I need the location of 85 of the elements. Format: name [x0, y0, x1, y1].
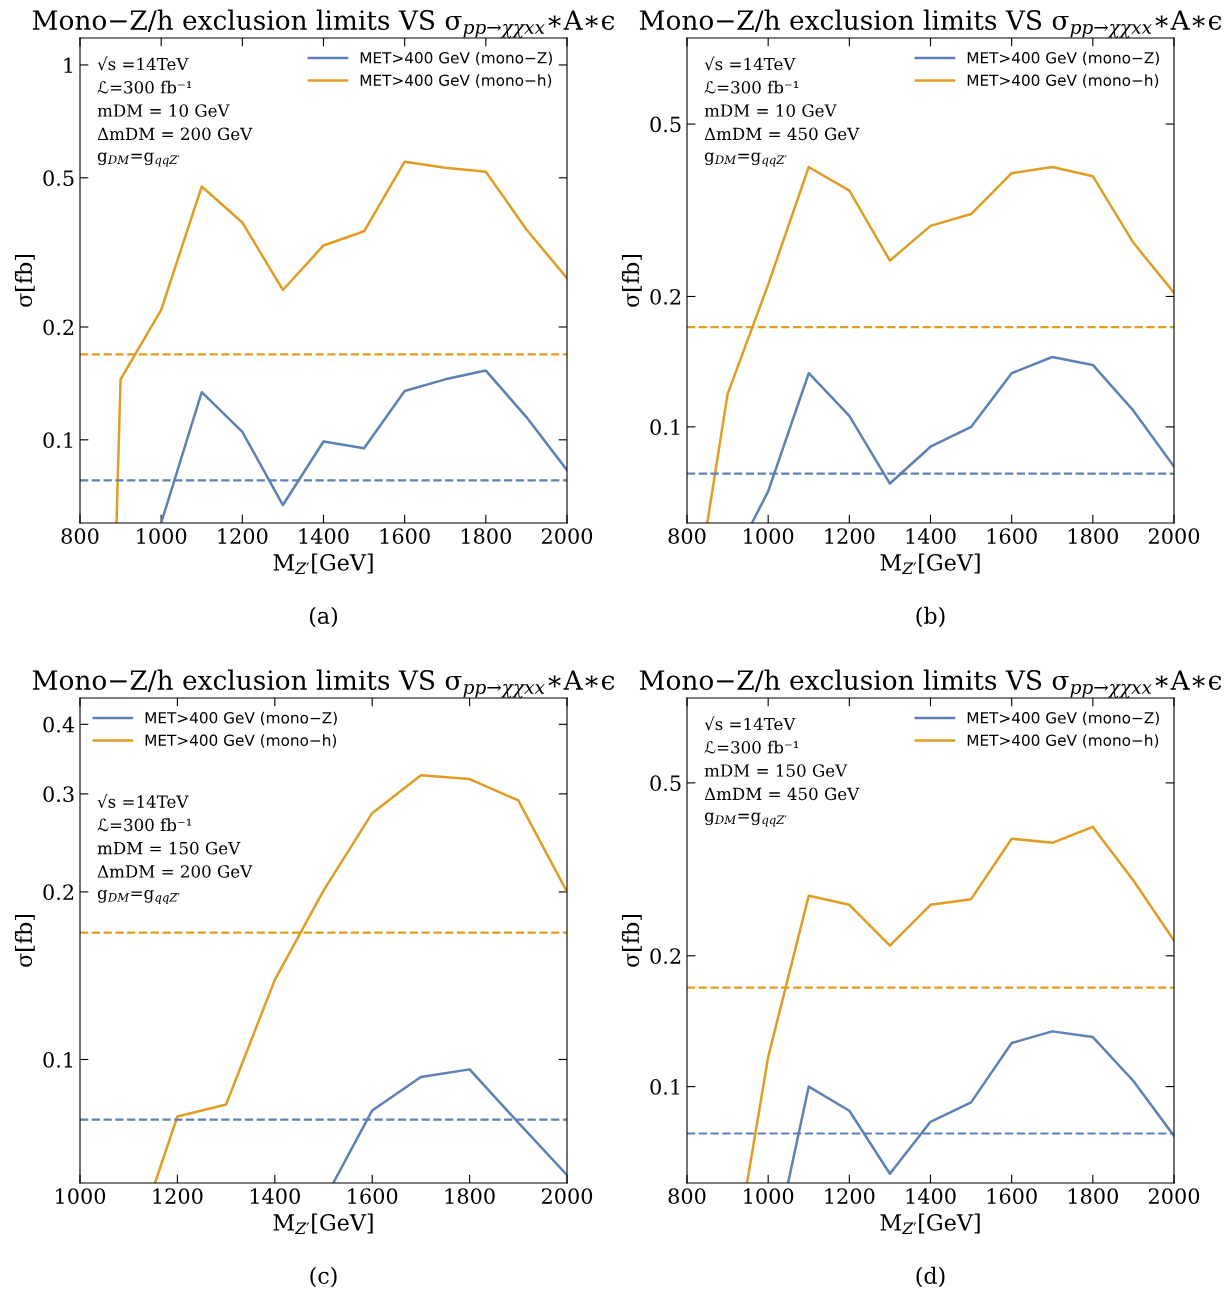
x-axis-title: M$_{Z′}$[GeV]	[273, 553, 373, 574]
annotation: ℒ=300 fb⁻¹	[704, 80, 799, 94]
x-tick-label: 2000	[1148, 1188, 1200, 1204]
y-axis-title: σ[fb]	[14, 254, 35, 307]
x-tick-label: 1400	[250, 1188, 300, 1204]
x-tick-label: 1000	[56, 1188, 106, 1204]
annotation: √s =14TeV	[97, 794, 189, 808]
chart-title: Mono−Z/h exclusion limits VS σ$_{pp→χχxx}$∗A∗ϵ	[639, 9, 1222, 38]
x-tick-label: 1200	[153, 1188, 203, 1204]
legend-label: MET>400 GeV (mono−Z)	[360, 51, 552, 66]
annotation: √s =14TeV	[97, 56, 189, 71]
x-tick-label: 1400	[299, 528, 349, 544]
y-tick-label: 1	[64, 57, 73, 73]
annotation: g$_{DM}$=g$_{qqZ′}$	[97, 890, 180, 904]
x-tick-label: 1600	[987, 1188, 1037, 1204]
text: (c)	[310, 1266, 337, 1288]
y-tick-label: 0.5	[43, 170, 74, 187]
x-tick-label: 800	[668, 528, 706, 544]
x-tick-label: 1400	[906, 528, 956, 544]
x-tick-label: 1200	[825, 528, 875, 544]
y-tick-label: 0.4	[43, 716, 75, 733]
y-tick-label: 0.2	[650, 948, 681, 965]
x-tick-label: 1200	[218, 528, 268, 544]
annotation: ℒ=300 fb⁻¹	[97, 818, 192, 832]
x-tick-label: 1800	[445, 1188, 495, 1204]
x-axis-title: M$_{Z′}$[GeV]	[880, 553, 980, 574]
legend-label: MET>400 GeV (mono−h)	[145, 734, 337, 748]
annotation: mDM = 10 GeV	[97, 104, 230, 117]
annotation: ℒ=300 fb⁻¹	[97, 80, 192, 94]
x-tick-label: 1600	[348, 1188, 398, 1204]
annotation: ℒ=300 fb⁻¹	[704, 740, 799, 754]
chart-title: Mono−Z/h exclusion limits VS σ$_{pp→χχxx}$∗A∗ϵ	[639, 669, 1222, 698]
x-tick-label: 2000	[1148, 528, 1200, 544]
legend-label: MET>400 GeV (mono−Z)	[967, 711, 1159, 726]
annotation: g$_{DM}$=g$_{qqZ′}$	[97, 152, 180, 167]
y-tick-label: 0.1	[650, 419, 680, 436]
text: (d)	[916, 1266, 945, 1288]
y-tick-label: 0.2	[43, 319, 74, 336]
y-tick-label: 0.5	[650, 116, 681, 133]
annotation: ΔmDM = 450 GeV	[704, 787, 860, 801]
x-tick-label: 2000	[541, 1188, 593, 1204]
chart-title: Mono−Z/h exclusion limits VS σ$_{pp→χχxx}$∗A∗ϵ	[32, 669, 615, 698]
x-tick-label: 1600	[987, 528, 1037, 544]
annotation: mDM = 10 GeV	[704, 104, 837, 117]
x-axis-title: M$_{Z′}$[GeV]	[273, 1213, 373, 1234]
y-tick-label: 0.1	[650, 1079, 680, 1095]
x-tick-label: 1000	[744, 528, 794, 544]
annotation: ΔmDM = 200 GeV	[97, 865, 253, 878]
legend-label: MET>400 GeV (mono−h)	[360, 74, 552, 88]
x-tick-label: 1800	[461, 528, 511, 544]
y-tick-label: 0.1	[43, 1051, 73, 1068]
text: (b)	[916, 606, 945, 628]
annotation: g$_{DM}$=g$_{qqZ′}$	[704, 152, 787, 167]
y-tick-label: 0.1	[43, 432, 73, 449]
annotation: ΔmDM = 450 GeV	[704, 127, 860, 141]
legend-label: MET>400 GeV (mono−Z)	[145, 711, 337, 726]
annotation: √s =14TeV	[704, 716, 796, 731]
text: (a)	[309, 606, 338, 628]
x-tick-label: 1600	[380, 528, 430, 544]
x-tick-label: 1800	[1068, 528, 1118, 544]
legend-label: MET>400 GeV (mono−h)	[967, 734, 1159, 748]
x-axis-title: M$_{Z′}$[GeV]	[880, 1213, 980, 1234]
annotation: ΔmDM = 200 GeV	[97, 127, 253, 141]
y-axis-title: σ[fb]	[14, 914, 35, 967]
x-tick-label: 1200	[825, 1188, 875, 1204]
x-tick-label: 1400	[906, 1188, 956, 1204]
annotation: √s =14TeV	[704, 56, 796, 71]
x-tick-label: 1800	[1068, 1188, 1118, 1204]
y-tick-label: 0.3	[43, 786, 74, 803]
x-tick-label: 800	[668, 1188, 706, 1204]
y-tick-label: 0.5	[650, 775, 681, 792]
x-tick-label: 2000	[541, 528, 593, 544]
y-tick-label: 0.2	[43, 884, 74, 901]
y-axis-title: σ[fb]	[621, 254, 642, 307]
y-axis-title: σ[fb]	[621, 914, 642, 967]
annotation: g$_{DM}$=g$_{qqZ′}$	[704, 812, 787, 827]
annotation: mDM = 150 GeV	[704, 764, 848, 777]
legend-label: MET>400 GeV (mono−Z)	[967, 51, 1159, 66]
y-tick-label: 0.2	[650, 288, 681, 305]
legend-label: MET>400 GeV (mono−h)	[967, 74, 1159, 88]
x-tick-label: 800	[61, 528, 99, 544]
chart-title: Mono−Z/h exclusion limits VS σ$_{pp→χχxx}$∗A∗ϵ	[32, 9, 615, 38]
x-tick-label: 1000	[744, 1188, 794, 1204]
x-tick-label: 1000	[137, 528, 187, 544]
annotation: mDM = 150 GeV	[97, 841, 241, 855]
